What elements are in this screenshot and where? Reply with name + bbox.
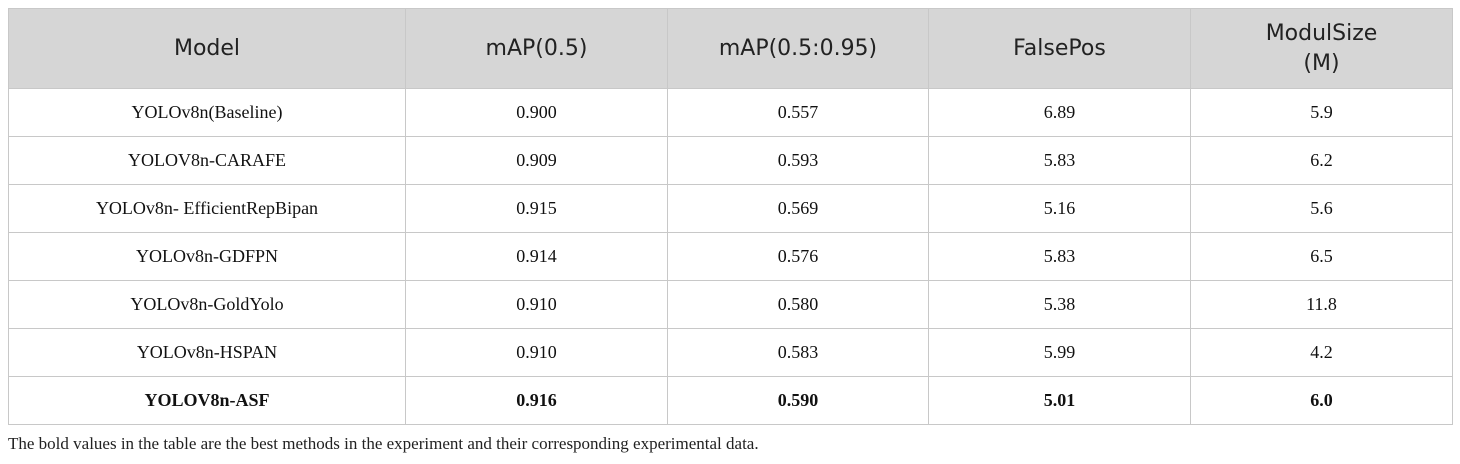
value-cell: 0.557 [667,88,929,137]
table-row: YOLOv8n-GoldYolo 0.910 0.580 5.38 11.8 [8,280,1453,329]
model-cell: YOLOv8n-GoldYolo [8,280,406,329]
value-cell: 0.909 [405,136,668,185]
value-cell: 5.6 [1190,184,1453,233]
value-cell: 0.569 [667,184,929,233]
value-cell: 0.576 [667,232,929,281]
header-row: Model mAP(0.5) mAP(0.5:0.95) FalsePos ModulS… [8,8,1453,89]
value-cell: 5.83 [928,232,1191,281]
table-caption: The bold values in the table are the bes… [8,434,759,453]
header-cell: FalsePos [928,8,1191,89]
table-row: YOLOV8n-CARAFE 0.909 0.593 5.83 6.2 [8,136,1453,185]
model-cell: YOLOv8n- EfficientRepBipan [8,184,406,233]
results-table: Model mAP(0.5) mAP(0.5:0.95) FalsePos ModulS… [8,8,1453,425]
value-cell: 4.2 [1190,328,1453,377]
header-cell: ModulSize (M) [1190,8,1453,89]
value-cell: 5.16 [928,184,1191,233]
table-row: YOLOv8n(Baseline) 0.900 0.557 6.89 5.9 [8,88,1453,137]
header-cell: Model [8,8,406,89]
value-cell: 5.99 [928,328,1191,377]
model-cell: YOLOv8n(Baseline) [8,88,406,137]
value-cell: 5.83 [928,136,1191,185]
value-cell: 5.01 [928,376,1191,425]
model-cell: YOLOV8n-CARAFE [8,136,406,185]
table-row: YOLOv8n-HSPAN 0.910 0.583 5.99 4.2 [8,328,1453,377]
value-cell: 5.38 [928,280,1191,329]
header-text: FalsePos [1013,36,1106,61]
value-cell: 0.910 [405,328,668,377]
header-cell: mAP(0.5) [405,8,668,89]
value-cell: 0.914 [405,232,668,281]
header-cell: mAP(0.5:0.95) [667,8,929,89]
value-cell: 0.590 [667,376,929,425]
header-text: mAP(0.5) [485,36,588,61]
header-text: mAP(0.5:0.95) [718,36,878,61]
value-cell: 6.89 [928,88,1191,137]
value-cell: 0.910 [405,280,668,329]
value-cell: 11.8 [1190,280,1453,329]
value-cell: 6.0 [1190,376,1453,425]
header-text: Model [173,36,241,61]
table-row: YOLOv8n- EfficientRepBipan 0.915 0.569 5.16… [8,184,1453,233]
model-cell: YOLOv8n-GDFPN [8,232,406,281]
table-container: Model mAP(0.5) mAP(0.5:0.95) FalsePos ModulS… [8,8,1453,425]
value-cell: 0.915 [405,184,668,233]
value-cell: 6.2 [1190,136,1453,185]
value-cell: 5.9 [1190,88,1453,137]
value-cell: 6.5 [1190,232,1453,281]
value-cell: 0.916 [405,376,668,425]
model-cell: YOLOV8n-ASF [8,376,406,425]
table-row: YOLOv8n-GDFPN 0.914 0.576 5.83 6.5 [8,232,1453,281]
value-cell: 0.583 [667,328,929,377]
table-body: YOLOv8n(Baseline) 0.900 0.557 6.89 5.9 YOLOV8… [8,88,1453,425]
value-cell: 0.593 [667,136,929,185]
table-row: YOLOV8n-ASF 0.916 0.590 5.01 6.0 [8,376,1453,425]
value-cell: 0.580 [667,280,929,329]
value-cell: 0.900 [405,88,668,137]
model-cell: YOLOv8n-HSPAN [8,328,406,377]
header-text: ModulSize (M) [1265,20,1378,76]
